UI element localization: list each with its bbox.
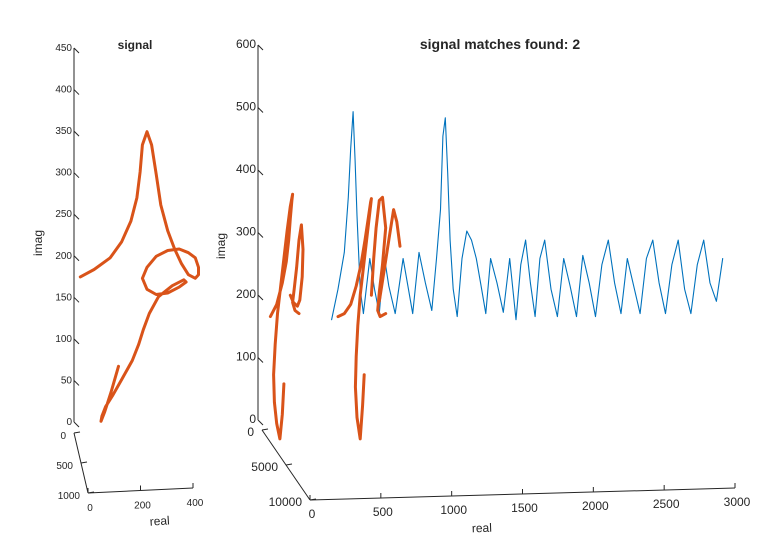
y-tick-mark [257, 107, 264, 113]
x-tick-label: 500 [373, 505, 393, 519]
z-tick-label: 1000 [58, 491, 81, 502]
x-axis-label-matches: real [472, 521, 492, 536]
x-tick-label: 1500 [511, 501, 538, 515]
y-tick-mark [73, 380, 80, 386]
y-tick-mark [73, 421, 80, 428]
signal-series-line [78, 130, 200, 423]
signal-series-line [336, 197, 373, 441]
signal-series-line [288, 223, 305, 316]
y-tick-label: 400 [55, 85, 72, 96]
y-axis-label-matches: imag [214, 233, 228, 259]
y-tick-label: 100 [55, 334, 72, 345]
y-tick-label: 0 [249, 412, 256, 426]
x-axis-label-signal: real [149, 513, 170, 528]
signal-series-line [369, 195, 388, 319]
z-tick-label: 10000 [269, 495, 303, 509]
y-tick-label: 450 [55, 43, 72, 54]
y-tick-label: 250 [55, 209, 72, 220]
y-tick-mark [73, 130, 80, 137]
y-tick-mark [73, 338, 80, 345]
y-tick-mark [73, 47, 80, 54]
y-tick-mark [73, 172, 80, 179]
z-tick-label: 5000 [251, 460, 278, 474]
x-tick-label: 200 [134, 501, 151, 512]
x-tick-label: 0 [309, 507, 316, 521]
y-axis-label-signal: imag [31, 230, 45, 256]
y-tick-mark [73, 213, 80, 220]
y-tick-mark [257, 169, 264, 176]
z-tick-label: 500 [56, 461, 73, 472]
y-tick-label: 50 [61, 375, 73, 386]
y-tick-label: 300 [55, 168, 72, 179]
signal-series-line [377, 208, 402, 303]
y-tick-mark [73, 89, 80, 95]
y-tick-label: 200 [236, 287, 256, 301]
y-tick-label: 500 [236, 100, 256, 114]
y-tick-label: 600 [236, 37, 256, 51]
y-tick-label: 100 [236, 350, 256, 364]
z-tick-mark [309, 498, 317, 501]
axes-signal[interactable]: signal imag real 0 50 100 150 200 250 300 350 40… [31, 38, 204, 529]
y-tick-label: 400 [236, 162, 256, 176]
x-tick-label: 3000 [724, 495, 751, 509]
y-tick-label: 150 [55, 292, 72, 303]
y-tick-mark [257, 44, 264, 51]
y-tick-mark [257, 232, 264, 238]
y-tick-label: 350 [55, 126, 72, 137]
y-tick-label: 0 [66, 417, 72, 428]
z-tick-mark [261, 428, 269, 431]
x-tick-label: 0 [87, 503, 93, 514]
x-tick-label: 1000 [440, 503, 467, 517]
handwriting-series-line [331, 111, 724, 321]
y-tick-mark [73, 255, 80, 262]
z-tick-mark [87, 491, 95, 494]
y-tick-mark [257, 294, 264, 301]
y-tick-mark [257, 419, 264, 426]
signal-series-line [268, 192, 295, 441]
x-tick-label: 2000 [582, 499, 609, 513]
chart-title-signal: signal [118, 38, 153, 52]
x-tick-label: 400 [187, 498, 204, 509]
y-tick-mark [257, 357, 264, 363]
y-tick-label: 300 [236, 225, 256, 239]
z-tick-label: 0 [60, 431, 66, 442]
axes-signal-matches[interactable]: signal matches found: 2 imag real 0 100 20… [214, 36, 751, 535]
z-tick-mark [73, 431, 81, 434]
z-tick-label: 0 [247, 425, 254, 439]
z-tick-mark [80, 461, 88, 464]
y-tick-label: 200 [55, 251, 72, 262]
z-tick-mark [285, 463, 293, 466]
x-tick-label: 2500 [653, 497, 680, 511]
chart-title-matches: signal matches found: 2 [420, 36, 580, 52]
y-tick-mark [73, 296, 80, 303]
